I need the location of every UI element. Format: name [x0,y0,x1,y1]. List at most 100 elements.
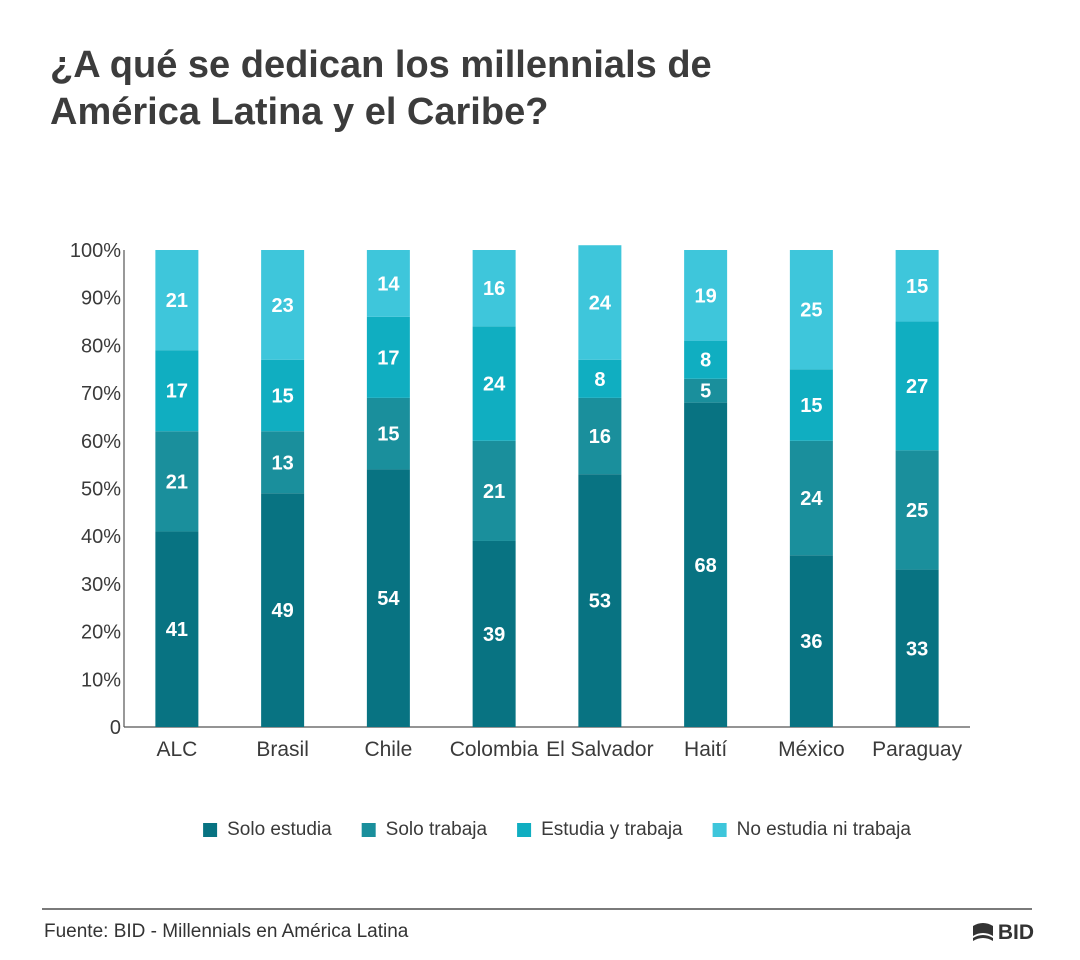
y-tick-label: 50% [81,479,121,501]
bar-segment [684,250,728,341]
bid-logo-icon [972,923,993,941]
x-tick-label: Chile [364,738,412,761]
bar-segment [366,316,410,398]
bar-segment [684,378,728,403]
y-tick-label: 0 [110,717,121,739]
data-label: 21 [166,290,188,312]
data-label: 17 [377,347,399,369]
y-tick-label: 30% [81,574,121,596]
data-label: 24 [800,488,823,510]
x-tick-label: Paraguay [872,738,962,761]
bar-segment [895,250,939,322]
data-label: 8 [700,350,711,372]
legend-swatch [203,823,218,837]
data-label: 36 [800,631,822,653]
data-label: 15 [377,424,399,446]
legend-item: Solo trabaja [361,819,488,840]
stacked-bar-chart: 0 10% 20% 30% 40% 50% 60% 70% 80% 90% 100% 41 21 17 21… [70,240,970,840]
bar-segment [895,569,939,727]
legend-label: No estudia ni trabaja [737,819,912,840]
title-line-2: América Latina y el Caribe? [50,91,549,133]
legend-swatch [712,823,727,837]
data-label: 23 [272,295,294,317]
bar-segment [789,369,833,441]
data-label: 16 [483,278,505,300]
y-tick-label: 70% [81,383,121,405]
data-label: 39 [483,624,505,646]
source-divider [42,908,1032,910]
x-tick-label: Colombia [450,738,539,761]
bar-segment [472,250,516,327]
bar-segment [578,397,622,475]
bar-segment [684,340,728,379]
x-tick-label: El Salvador [546,738,653,761]
chart-title: ¿A qué se dedican los millennials de Amé… [50,42,950,136]
legend-item: Estudia y trabaja [517,819,683,840]
y-tick-label: 40% [81,526,121,548]
title-line-1: ¿A qué se dedican los millennials de [50,44,712,86]
bar-segment [895,321,939,451]
bar-segment [261,431,305,494]
bar-segment [155,250,199,351]
bar-segment [261,359,305,432]
bar-segment [895,450,939,570]
bar-segment [261,250,305,360]
bar-segment [366,250,410,317]
bar-segment [789,440,833,556]
legend-item: Solo estudia [203,819,332,840]
data-label: 15 [272,385,294,407]
bar-segment [684,402,728,727]
data-label: 19 [695,285,717,307]
bar-segment [155,531,199,727]
legend-item: No estudia ni trabaja [712,819,912,840]
data-label: 25 [906,500,928,522]
bid-logo-text: BID [997,921,1034,944]
data-label: 16 [589,426,611,448]
bar-segment [366,397,410,470]
legend-label: Estudia y trabaja [541,819,683,840]
bid-logo: BID [971,921,1034,945]
bar-segment [472,326,516,441]
bar-segment [155,350,199,432]
y-tick-label: 10% [81,669,121,691]
x-tick-label: ALC [156,738,197,761]
data-label: 13 [272,452,294,474]
bar-segment [578,474,622,727]
data-label: 8 [594,369,605,391]
x-tick-label: México [778,738,845,761]
x-tick-label: Brasil [256,738,309,761]
data-label: 25 [800,300,822,322]
data-label: 15 [800,395,822,417]
legend-swatch [517,823,532,837]
data-label: 41 [166,619,188,641]
bar-segment [578,245,622,360]
data-label: 21 [166,471,188,493]
data-label: 53 [589,591,611,613]
data-label: 27 [906,376,928,398]
x-tick-label: Haití [684,738,727,761]
bar-segment [789,250,833,370]
legend-swatch [361,823,376,837]
source-note: Fuente: BID - Millennials en América Lat… [44,921,409,942]
bar-segment [789,555,833,727]
bar-segment [578,359,622,398]
data-label: 17 [166,381,188,403]
data-label: 15 [906,276,928,298]
bar-segment [472,440,516,541]
bar-segment [472,540,516,727]
data-label: 54 [377,588,400,610]
data-label: 33 [906,638,928,660]
data-label: 24 [483,374,506,396]
bar-segment [366,469,410,727]
data-label: 14 [377,273,400,295]
y-tick-label: 100% [70,240,121,262]
legend-label: Solo estudia [227,819,332,840]
bar-segment [261,493,305,727]
data-label: 24 [589,292,612,314]
y-tick-label: 20% [81,622,121,644]
bar-segment [155,431,199,532]
y-tick-label: 60% [81,431,121,453]
data-label: 49 [272,600,294,622]
data-label: 68 [695,555,717,577]
